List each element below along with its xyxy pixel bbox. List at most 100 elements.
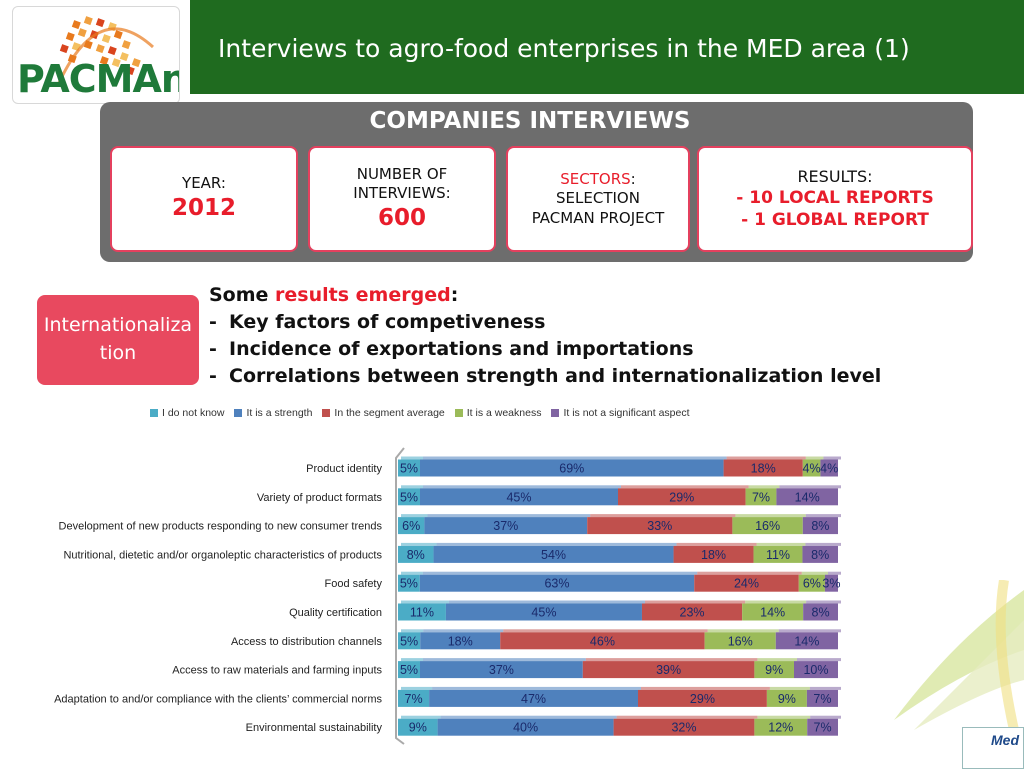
bar-segment	[641, 603, 743, 621]
bar-segment-top	[401, 686, 433, 690]
results-intro-red: results emerged	[275, 284, 451, 306]
bar-segment-top	[401, 629, 424, 633]
bar-segment-top	[427, 514, 591, 518]
bar-segment	[398, 545, 434, 563]
bar-segment	[500, 632, 705, 650]
bar-segment	[429, 689, 638, 707]
legend-item: I do not know	[150, 407, 224, 419]
logo-text: PACMAn	[17, 57, 180, 101]
med-logo-text: Med	[991, 732, 1019, 748]
data-label: 45%	[506, 490, 531, 504]
category-label: Access to raw materials and farming inpu…	[172, 665, 382, 677]
legend-item: It is not a significant aspect	[551, 407, 690, 419]
bar-segment-top	[423, 658, 586, 662]
bar-segment-top	[423, 629, 504, 633]
bar-segment	[802, 545, 838, 563]
legend-label: It is a strength	[246, 407, 313, 419]
pacman-logo: PACMAn	[12, 6, 180, 104]
data-label: 7%	[813, 692, 831, 706]
bar-segment-top	[448, 600, 645, 604]
category-label: Access to distribution channels	[231, 636, 383, 648]
bar-segment-top	[503, 629, 708, 633]
bar-segment-top	[707, 629, 779, 633]
bar-segment	[742, 603, 804, 621]
data-label: 32%	[671, 721, 696, 735]
results-item: - Key factors of competiveness	[209, 309, 881, 336]
bar-segment	[704, 632, 776, 650]
data-label: 29%	[690, 692, 715, 706]
data-label: 6%	[402, 519, 420, 533]
data-label: 14%	[760, 606, 785, 620]
year-card: YEAR: 2012	[110, 146, 298, 252]
data-label: 8%	[812, 606, 830, 620]
bar-segment	[420, 459, 724, 477]
data-label: 7%	[405, 692, 423, 706]
data-label: 16%	[728, 634, 753, 648]
page-title: Interviews to agro-food enterprises in t…	[218, 34, 910, 63]
bar-segment-top	[769, 686, 810, 690]
category-label: Quality certification	[289, 607, 382, 619]
bar-segment-top	[676, 542, 757, 546]
bar-segment	[802, 517, 838, 535]
bar-segment-top	[621, 485, 749, 489]
bar-segment-top	[697, 571, 802, 575]
bar-segment	[398, 459, 420, 477]
bar-segment	[694, 574, 799, 592]
data-label: 37%	[489, 663, 514, 677]
sectors-label-suffix: :	[630, 169, 636, 188]
data-label: 54%	[541, 548, 566, 562]
data-label: 5%	[400, 634, 418, 648]
results-intro: Some results emerged:	[209, 282, 881, 309]
results-card: RESULTS: - 10 LOCAL REPORTS - 1 GLOBAL R…	[697, 146, 973, 252]
data-label: 4%	[820, 462, 838, 476]
legend-label: In the segment average	[334, 407, 445, 419]
data-label: 5%	[400, 490, 418, 504]
bar-segment-top	[590, 514, 736, 518]
sectors-text: SELECTION PACMAN PROJECT	[531, 189, 665, 227]
data-label: 47%	[521, 692, 546, 706]
bar-segment-top	[805, 456, 824, 460]
results-item-text: Correlations between strength and intern…	[229, 365, 882, 387]
data-label: 14%	[795, 490, 820, 504]
data-label: 11%	[410, 606, 434, 620]
legend-item: In the segment average	[322, 407, 445, 419]
bar-segment-top	[827, 571, 841, 575]
bar-segment	[776, 488, 838, 506]
bar-segment-top	[585, 658, 758, 662]
data-label: 37%	[493, 519, 518, 533]
data-label: 8%	[407, 548, 425, 562]
legend-item: It is a strength	[234, 407, 312, 419]
legend-label: It is not a significant aspect	[563, 407, 690, 419]
interviews-label: NUMBER OF INTERVIEWS:	[353, 164, 451, 203]
bar-segment-top	[644, 600, 746, 604]
header-bar	[190, 0, 1024, 94]
data-label: 24%	[734, 577, 759, 591]
sectors-card: SECTORS: SELECTION PACMAN PROJECT	[506, 146, 690, 252]
bar-segment	[613, 718, 755, 736]
bar-segment-top	[423, 485, 621, 489]
results-line2: - 1 GLOBAL REPORT	[741, 210, 929, 231]
bar-segment-top	[432, 686, 641, 690]
data-label: 63%	[544, 577, 569, 591]
bullet-dash: -	[209, 338, 217, 360]
chart-legend: I do not know It is a strength In the segm…	[150, 407, 690, 419]
data-label: 3%	[822, 577, 840, 591]
bullet-dash: -	[209, 311, 217, 333]
results-summary: Some results emerged: - Key factors of co…	[209, 282, 881, 390]
bar-segment-top	[401, 542, 437, 546]
bar-segment	[775, 632, 838, 650]
chart-axis	[395, 447, 405, 745]
bar-segment-top	[806, 600, 841, 604]
bar-segment-top	[735, 514, 806, 518]
bar-segment-top	[809, 686, 841, 690]
results-item-text: Incidence of exportations and importatio…	[229, 338, 694, 360]
bar-segment-top	[423, 456, 727, 460]
bar-segment	[745, 488, 777, 506]
data-label: 7%	[752, 490, 770, 504]
bar-segment	[398, 661, 420, 679]
bar-segment	[723, 459, 803, 477]
results-line1: - 10 LOCAL REPORTS	[736, 188, 934, 209]
data-label: 29%	[669, 490, 694, 504]
interviews-value: 600	[377, 204, 426, 231]
bar-segment	[398, 488, 420, 506]
